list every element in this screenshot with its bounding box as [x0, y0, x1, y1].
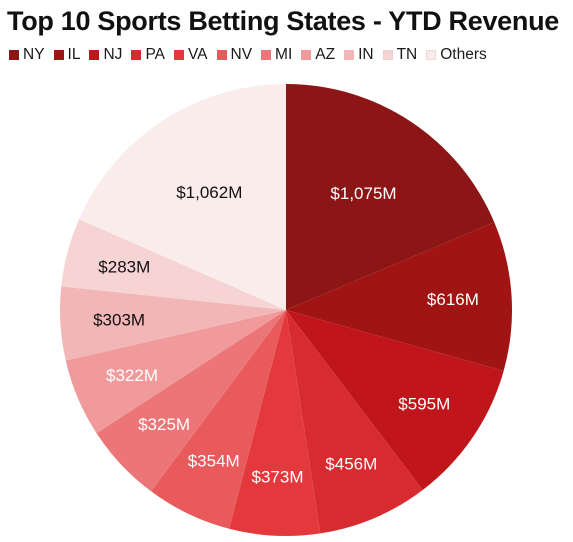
legend-label: VA — [187, 46, 208, 63]
slice-label-va: $373M — [252, 468, 304, 487]
slice-label-tn: $283M — [98, 258, 150, 277]
legend-item-others: Others — [426, 46, 487, 64]
legend-item-ny: NY — [9, 46, 45, 64]
legend-swatch — [131, 50, 142, 60]
slice-label-mi: $325M — [138, 415, 190, 434]
slice-label-nj: $595M — [398, 395, 450, 414]
slice-label-az: $322M — [106, 366, 158, 385]
pie-slice-nj — [286, 310, 504, 490]
pie-slice-others — [79, 84, 286, 310]
legend-label: Others — [440, 46, 487, 63]
legend-item-az: AZ — [301, 46, 335, 64]
pie-slice-tn — [61, 219, 286, 310]
legend-swatch — [53, 50, 64, 60]
pie-slice-ny — [286, 84, 495, 310]
legend-label: MI — [275, 46, 293, 63]
legend-swatch — [9, 50, 19, 60]
legend-swatch — [426, 50, 437, 60]
pie-slice-va — [229, 310, 321, 536]
slice-label-others: $1,062M — [176, 183, 242, 202]
legend-swatch — [261, 50, 272, 60]
legend-swatch — [344, 50, 355, 60]
legend-swatch — [173, 50, 184, 60]
legend-label: NV — [230, 46, 253, 63]
legend-item-mi: MI — [261, 46, 292, 64]
legend-label: IN — [358, 46, 374, 63]
legend-swatch — [382, 50, 393, 60]
legend-item-nv: NV — [216, 46, 253, 64]
legend-swatch — [89, 50, 100, 60]
slice-label-pa: $456M — [325, 455, 377, 474]
legend-item-pa: PA — [131, 46, 165, 64]
legend-item-il: IL — [53, 46, 81, 64]
pie-slice-pa — [286, 310, 423, 534]
slice-label-ny: $1,075M — [330, 184, 396, 203]
legend-label: TN — [396, 46, 418, 63]
chart-legend: NY IL NJ PA VA NV MI AZ IN TN Others — [9, 46, 496, 64]
slice-label-nv: $354M — [188, 451, 240, 470]
pie-slice-il — [286, 222, 512, 371]
legend-label: PA — [145, 46, 165, 63]
pie-slice-mi — [96, 310, 286, 492]
slice-label-in: $303M — [93, 311, 145, 330]
pie-slice-in — [60, 286, 286, 361]
pie-slice-nv — [151, 310, 286, 529]
legend-swatch — [301, 50, 312, 60]
legend-item-va: VA — [173, 46, 208, 64]
slice-label-il: $616M — [427, 290, 479, 309]
legend-label: NJ — [103, 46, 123, 63]
legend-item-in: IN — [344, 46, 374, 64]
legend-label: AZ — [315, 46, 336, 63]
legend-item-nj: NJ — [89, 46, 122, 64]
chart-title: Top 10 Sports Betting States - YTD Reven… — [7, 6, 560, 36]
legend-label: IL — [67, 46, 81, 63]
legend-swatch — [216, 50, 227, 60]
legend-label: NY — [23, 46, 45, 63]
pie-slice-az — [65, 310, 286, 434]
legend-item-tn: TN — [382, 46, 418, 64]
